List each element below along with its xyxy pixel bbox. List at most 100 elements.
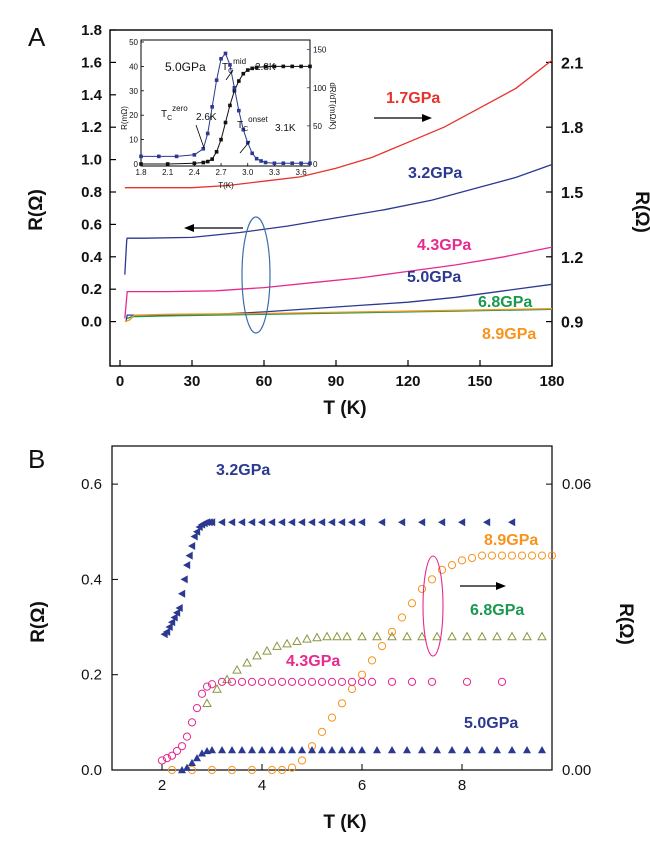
panel-a-series-8-9gpa: [124, 307, 553, 323]
panel-a-xtick-1: 30: [184, 373, 201, 390]
inset-resistance-point: [281, 64, 286, 69]
inset-resistance-point: [210, 157, 214, 161]
panel-a-xtick-6: 180: [539, 373, 564, 390]
inset-resistance-point: [254, 65, 259, 70]
panel-b-point-6-8gpa: [332, 631, 342, 641]
panel-b-point-3-2gpa: [218, 518, 226, 527]
panel-b-xtick-3: 8: [458, 777, 466, 794]
panel-b-point-8-9gpa: [287, 763, 297, 772]
inset-xlabel: T(K): [218, 181, 234, 190]
inset-derivative-point: [174, 154, 179, 159]
panel-b-point-6-8gpa: [537, 631, 547, 641]
inset-derivative-point: [156, 154, 161, 159]
panel-b-point-6-8gpa: [462, 631, 472, 641]
panel-b-point-5-0gpa: [463, 745, 471, 754]
inset-resistance-point: [232, 89, 237, 93]
inset-tc-mid-value: 2.8K: [255, 62, 276, 73]
inset-derivative-point: [281, 161, 286, 166]
panel-b-point-8-9gpa: [427, 575, 437, 584]
inset-ytick-right-0: 0: [313, 160, 318, 169]
panel-a-ytick-right-2: 1.5: [561, 185, 583, 202]
inset-pressure: 5.0GPa: [165, 60, 206, 74]
panel-a-series-3-2gpa: [124, 163, 553, 275]
panel-b-point-4-3gpa: [177, 742, 187, 751]
panel-b-point-4-3gpa: [202, 682, 212, 691]
inset-derivative-point: [232, 85, 237, 90]
inset-ytick-right-1: 50: [313, 122, 322, 131]
panel-a-ytick-right-4: 2.1: [561, 55, 583, 72]
panel-b-point-5-0gpa: [193, 754, 201, 762]
inset-derivative-point: [259, 159, 263, 163]
panel-a-label-3-2gpa: 3.2GPa: [408, 165, 462, 182]
inset-derivative-point: [241, 127, 246, 132]
panel-b-point-8-9gpa: [457, 556, 467, 565]
inset-ytick-left-2: 20: [129, 111, 138, 120]
panel-b-point-6-8gpa: [342, 631, 352, 641]
panel-b-point-5-0gpa: [288, 745, 296, 754]
panel-a-ytick-left-8: 1.6: [81, 54, 102, 71]
panel-b-point-3-2gpa: [358, 518, 366, 527]
inset-derivative-point: [210, 105, 214, 109]
panel-b-point-8-9gpa: [367, 656, 377, 665]
panel-b-point-5-0gpa: [208, 745, 216, 754]
inset-ytick-left-0: 0: [134, 160, 139, 169]
panel-b-point-3-2gpa: [168, 618, 176, 627]
inset-derivative-point: [139, 154, 143, 159]
panel-b-label-4-3gpa: 4.3GPa: [286, 653, 340, 670]
panel-b-point-4-3gpa: [257, 677, 267, 686]
panel-b-point-5-0gpa: [178, 766, 186, 774]
panel-b-point-6-8gpa: [402, 631, 412, 641]
panel-b-point-5-0gpa: [238, 745, 246, 754]
panel-b-point-5-0gpa: [403, 745, 411, 754]
inset-xtick-1: 2.1: [162, 168, 174, 177]
inset-resistance-point: [250, 66, 254, 71]
inset-arrow-mid: [225, 69, 234, 81]
inset-xtick-4: 3.0: [242, 168, 254, 177]
panel-a-ylabel-right: R(Ω): [631, 191, 650, 233]
panel-b-point-5-0gpa: [348, 745, 356, 754]
panel-b-ylabel-right: R(Ω): [615, 603, 636, 645]
panel-b-point-5-0gpa: [448, 745, 456, 754]
panel-b-point-3-2gpa: [208, 518, 216, 527]
panel-b-point-3-2gpa: [418, 518, 426, 527]
panel-b-point-3-2gpa: [175, 604, 183, 612]
panel-b-point-4-3gpa: [182, 732, 192, 741]
inset-tc-onset-value: 3.1K: [275, 123, 296, 134]
panel-b-point-4-3gpa: [337, 677, 347, 686]
panel-b-point-4-3gpa: [217, 677, 227, 686]
panel-b-point-3-2gpa: [338, 518, 346, 527]
panel-a-ytick-left-3: 0.6: [81, 216, 102, 233]
panel-b-point-3-2gpa: [188, 542, 196, 551]
panel-b-point-4-3gpa: [317, 677, 327, 686]
inset-resistance-point: [139, 162, 143, 166]
panel-a-frame: [109, 29, 553, 367]
panel-b-point-8-9gpa: [357, 670, 367, 679]
panel-a-label-5-0gpa: 5.0GPa: [407, 269, 461, 286]
panel-b-point-8-9gpa: [527, 551, 537, 560]
inset-xtick-3: 2.7: [215, 168, 227, 177]
panel-b-xtick-0: 2: [158, 777, 166, 794]
panel-b-point-8-9gpa: [417, 584, 427, 594]
panel-b-point-3-2gpa: [378, 518, 386, 527]
panel-b-point-8-9gpa: [167, 765, 177, 775]
panel-a-ytick-left-5: 1.0: [81, 152, 102, 169]
panel-a-xtick-4: 120: [395, 373, 420, 390]
inset-derivative-point: [250, 151, 254, 156]
panel-b-point-8-9gpa: [247, 765, 257, 775]
panel-b-point-4-3gpa: [267, 677, 277, 686]
panel-a-arrow-left: [184, 224, 243, 232]
panel-b-point-5-0gpa: [433, 745, 441, 754]
panel-b-point-4-3gpa: [497, 677, 507, 686]
inset-derivative-point: [290, 161, 295, 166]
panel-b-point-4-3gpa: [187, 718, 197, 727]
panel-a-label-1-7gpa: 1.7GPa: [386, 90, 440, 107]
panel-b-point-5-0gpa: [268, 745, 276, 754]
inset-derivative-point: [219, 56, 223, 61]
inset-derivative-point: [205, 131, 210, 136]
panel-b-point-3-2gpa: [173, 608, 181, 617]
panel-b-ytick-left-2: 0.4: [81, 571, 102, 588]
inset-xtick-6: 3.6: [296, 168, 308, 177]
panel-a-xlabel: T (K): [323, 398, 366, 419]
inset-ytick-left-5: 50: [129, 38, 138, 47]
panel-b-point-3-2gpa: [298, 518, 306, 527]
